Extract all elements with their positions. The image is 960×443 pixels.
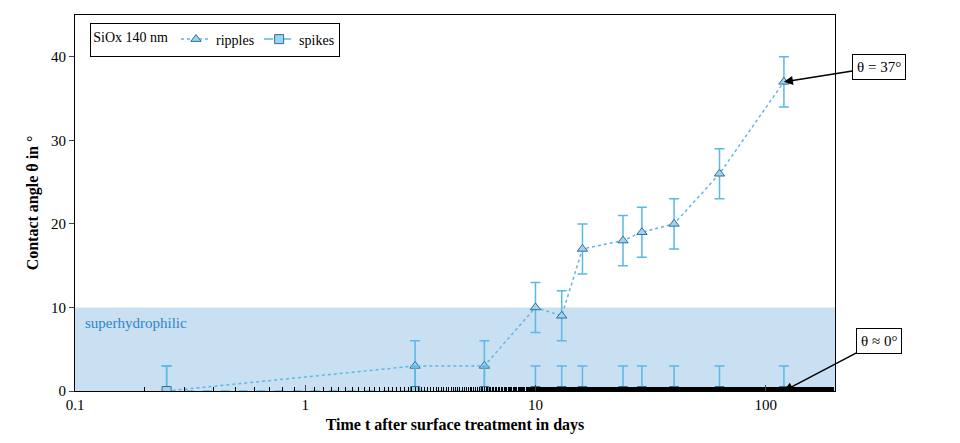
svg-text:10: 10 [528, 397, 543, 413]
svg-text:Contact angle θ in °: Contact angle θ in ° [24, 136, 42, 271]
svg-text:40: 40 [51, 49, 66, 65]
svg-text:superhydrophilic: superhydrophilic [85, 315, 187, 331]
svg-text:spikes: spikes [299, 33, 334, 48]
svg-text:θ = 37°: θ = 37° [857, 59, 901, 75]
svg-text:1: 1 [301, 397, 309, 413]
svg-text:0.1: 0.1 [66, 397, 85, 413]
svg-text:0: 0 [59, 383, 67, 399]
svg-text:30: 30 [51, 133, 66, 149]
svg-text:Time t after surface treatment: Time t after surface treatment in days [326, 416, 585, 434]
svg-text:SiOx 140 nm: SiOx 140 nm [93, 30, 168, 45]
svg-text:θ ≈ 0°: θ ≈ 0° [861, 333, 897, 349]
svg-text:10: 10 [51, 300, 66, 316]
svg-text:100: 100 [754, 397, 777, 413]
svg-text:20: 20 [51, 216, 66, 232]
svg-text:ripples: ripples [216, 33, 254, 48]
